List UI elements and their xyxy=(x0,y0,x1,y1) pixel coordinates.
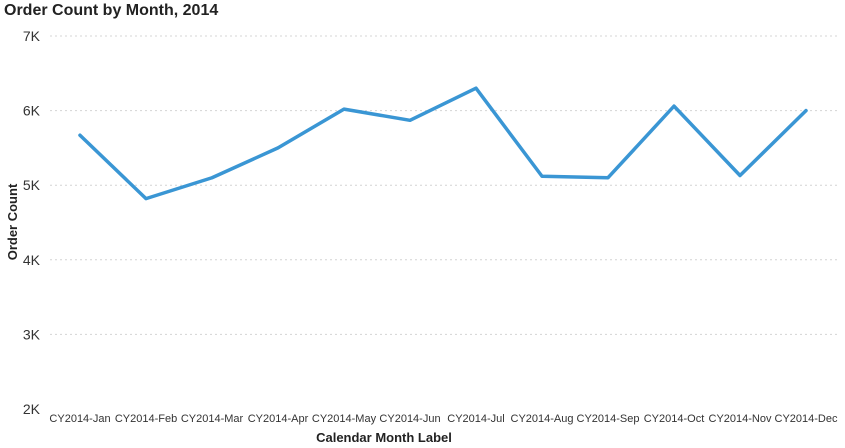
series-layer xyxy=(78,86,808,201)
data-point xyxy=(276,146,280,150)
data-point xyxy=(210,176,214,180)
x-tick-label: CY2014-Apr xyxy=(248,413,309,425)
y-axis-title: Order Count xyxy=(5,183,20,260)
y-tick-label: 3K xyxy=(23,326,41,342)
x-tick-label: CY2014-Jun xyxy=(379,413,440,425)
x-tick-label: CY2014-Dec xyxy=(775,413,838,425)
data-point xyxy=(738,174,742,178)
data-point xyxy=(342,107,346,111)
x-tick-label: CY2014-Mar xyxy=(181,413,244,425)
x-tick-label: CY2014-Nov xyxy=(709,413,772,425)
data-point xyxy=(474,86,478,90)
x-tick-label: CY2014-Sep xyxy=(577,413,640,425)
y-tick-label: 6K xyxy=(23,103,41,119)
y-tick-label: 2K xyxy=(23,401,41,417)
data-point xyxy=(408,118,412,122)
y-tick-label: 4K xyxy=(23,252,41,268)
x-tick-label: CY2014-Jan xyxy=(49,413,110,425)
data-point xyxy=(540,174,544,178)
x-tick-label: CY2014-May xyxy=(312,413,377,425)
y-tick-label: 5K xyxy=(23,177,41,193)
y-tick-label: 7K xyxy=(23,28,41,44)
data-point xyxy=(606,176,610,180)
x-tick-label: CY2014-Feb xyxy=(115,413,177,425)
series-line xyxy=(78,86,808,201)
gridlines xyxy=(50,35,838,335)
data-point xyxy=(672,104,676,108)
x-tick-label: CY2014-Aug xyxy=(511,413,574,425)
x-axis-title: Calendar Month Label xyxy=(316,430,452,445)
x-axis: CY2014-Jan CY2014-Feb CY2014-Mar CY2014-Apr… xyxy=(49,413,838,425)
chart-title: Order Count by Month, 2014 xyxy=(4,2,219,19)
data-point xyxy=(804,109,808,113)
data-point xyxy=(78,133,82,137)
data-point xyxy=(144,197,148,201)
y-axis: 2K 3K 4K 5K 6K 7K xyxy=(23,28,41,417)
x-tick-label: CY2014-Jul xyxy=(447,413,504,425)
x-tick-label: CY2014-Oct xyxy=(644,413,705,425)
